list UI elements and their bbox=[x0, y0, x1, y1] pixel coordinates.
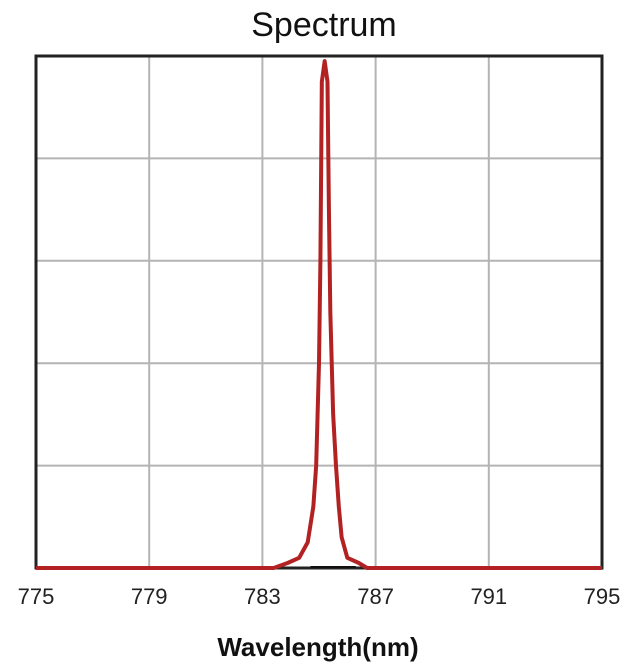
spectrum-series-line bbox=[36, 59, 602, 570]
chart-title: Spectrum bbox=[251, 6, 397, 44]
x-tick-label: 787 bbox=[357, 584, 394, 609]
x-tick-label: 795 bbox=[584, 584, 621, 609]
x-tick-label: 783 bbox=[244, 584, 281, 609]
x-tick-labels: 775 779 783 787 791 795 bbox=[18, 584, 621, 609]
x-tick-label: 779 bbox=[131, 584, 168, 609]
x-tick-label: 791 bbox=[470, 584, 507, 609]
x-tick-label: 775 bbox=[18, 584, 55, 609]
x-axis-label: Wavelength(nm) bbox=[217, 632, 418, 662]
series-layer bbox=[36, 59, 602, 570]
